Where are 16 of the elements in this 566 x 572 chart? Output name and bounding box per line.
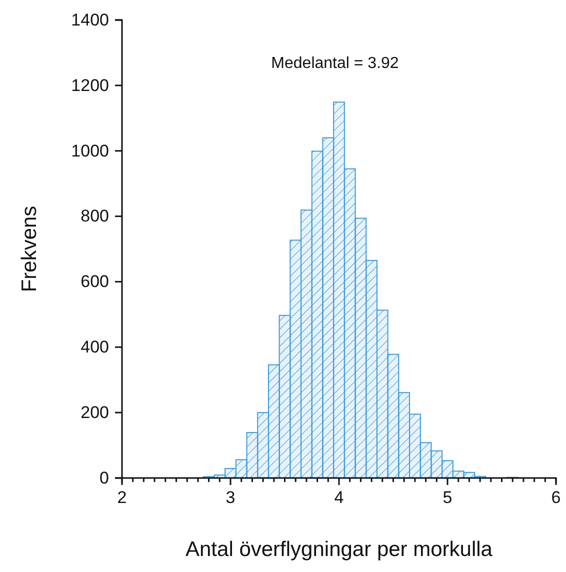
x-tick-label: 2: [117, 488, 127, 508]
x-tick-label: 3: [226, 488, 236, 508]
y-tick-label: 800: [80, 206, 109, 226]
x-tick-label: 5: [442, 488, 452, 508]
x-tick-label: 4: [334, 488, 344, 508]
y-tick-label: 0: [100, 468, 109, 488]
y-axis-title: Frekvens: [18, 206, 41, 292]
y-tick-label: 600: [80, 272, 109, 292]
y-tick-label: 400: [80, 338, 109, 357]
x-axis-title: Antal överflygningar per morkulla: [186, 538, 493, 561]
y-tick-label: 1000: [71, 141, 109, 160]
y-tick-label: 1200: [71, 76, 109, 95]
y-tick-label: 1400: [71, 10, 109, 30]
y-tick-label: 200: [80, 403, 109, 422]
x-tick-label: 6: [551, 488, 561, 508]
annotation: Medelantal = 3.92: [271, 55, 399, 72]
